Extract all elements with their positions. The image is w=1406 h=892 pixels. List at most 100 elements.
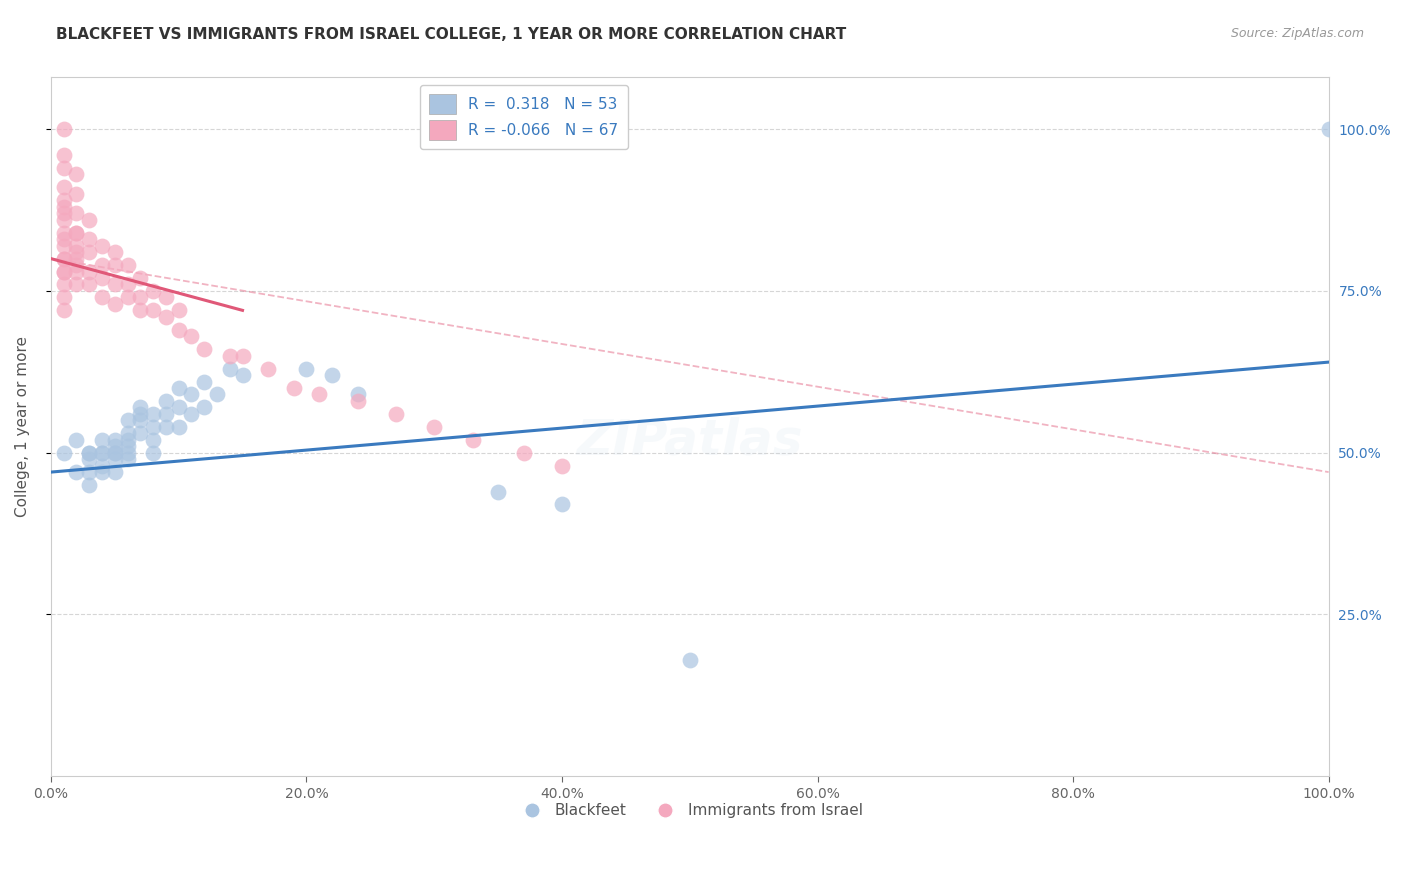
Point bbox=[155, 290, 177, 304]
Point bbox=[52, 238, 75, 252]
Point bbox=[295, 361, 318, 376]
Point bbox=[77, 478, 100, 492]
Point bbox=[129, 407, 152, 421]
Point bbox=[52, 264, 75, 278]
Point bbox=[205, 387, 228, 401]
Point bbox=[91, 465, 114, 479]
Point bbox=[52, 226, 75, 240]
Point bbox=[117, 439, 139, 453]
Point bbox=[65, 226, 87, 240]
Point bbox=[65, 206, 87, 220]
Point bbox=[193, 375, 215, 389]
Point bbox=[52, 290, 75, 304]
Point bbox=[52, 180, 75, 194]
Point bbox=[486, 484, 509, 499]
Point bbox=[52, 277, 75, 292]
Point bbox=[104, 445, 127, 459]
Point bbox=[104, 258, 127, 272]
Point bbox=[129, 290, 152, 304]
Point bbox=[180, 387, 202, 401]
Legend: Blackfeet, Immigrants from Israel: Blackfeet, Immigrants from Israel bbox=[510, 797, 869, 824]
Point bbox=[65, 245, 87, 260]
Point bbox=[180, 407, 202, 421]
Point bbox=[512, 445, 534, 459]
Point bbox=[77, 452, 100, 467]
Point bbox=[231, 349, 253, 363]
Point bbox=[129, 426, 152, 441]
Point bbox=[257, 361, 280, 376]
Point bbox=[65, 168, 87, 182]
Point bbox=[155, 407, 177, 421]
Point bbox=[52, 232, 75, 246]
Point bbox=[346, 387, 368, 401]
Point bbox=[142, 407, 165, 421]
Point bbox=[129, 413, 152, 427]
Point bbox=[91, 271, 114, 285]
Point bbox=[65, 252, 87, 266]
Point bbox=[91, 258, 114, 272]
Point bbox=[321, 368, 343, 382]
Point bbox=[104, 297, 127, 311]
Point bbox=[117, 258, 139, 272]
Point bbox=[129, 271, 152, 285]
Text: BLACKFEET VS IMMIGRANTS FROM ISRAEL COLLEGE, 1 YEAR OR MORE CORRELATION CHART: BLACKFEET VS IMMIGRANTS FROM ISRAEL COLL… bbox=[56, 27, 846, 42]
Point bbox=[91, 458, 114, 473]
Point bbox=[167, 303, 190, 318]
Point bbox=[551, 458, 574, 473]
Point bbox=[423, 419, 446, 434]
Point bbox=[117, 426, 139, 441]
Point bbox=[65, 277, 87, 292]
Point bbox=[155, 393, 177, 408]
Point bbox=[218, 349, 240, 363]
Point bbox=[551, 498, 574, 512]
Point bbox=[52, 200, 75, 214]
Point bbox=[308, 387, 330, 401]
Point bbox=[52, 264, 75, 278]
Point bbox=[193, 342, 215, 356]
Point bbox=[117, 445, 139, 459]
Point bbox=[104, 452, 127, 467]
Point bbox=[52, 194, 75, 208]
Point bbox=[461, 433, 484, 447]
Point bbox=[65, 186, 87, 201]
Point bbox=[52, 161, 75, 175]
Point bbox=[231, 368, 253, 382]
Point bbox=[385, 407, 408, 421]
Point bbox=[104, 433, 127, 447]
Point bbox=[117, 433, 139, 447]
Point bbox=[52, 212, 75, 227]
Point bbox=[167, 323, 190, 337]
Point bbox=[52, 303, 75, 318]
Point bbox=[77, 445, 100, 459]
Point bbox=[77, 245, 100, 260]
Point bbox=[91, 290, 114, 304]
Point bbox=[91, 445, 114, 459]
Point bbox=[77, 445, 100, 459]
Point bbox=[142, 433, 165, 447]
Point bbox=[91, 238, 114, 252]
Point bbox=[117, 277, 139, 292]
Point bbox=[167, 401, 190, 415]
Point bbox=[52, 252, 75, 266]
Point bbox=[77, 264, 100, 278]
Point bbox=[283, 381, 305, 395]
Point bbox=[65, 465, 87, 479]
Point bbox=[77, 212, 100, 227]
Point bbox=[167, 381, 190, 395]
Point bbox=[117, 452, 139, 467]
Point bbox=[679, 653, 702, 667]
Point bbox=[142, 284, 165, 298]
Point bbox=[65, 258, 87, 272]
Text: Source: ZipAtlas.com: Source: ZipAtlas.com bbox=[1230, 27, 1364, 40]
Point bbox=[117, 290, 139, 304]
Point bbox=[180, 329, 202, 343]
Point bbox=[129, 401, 152, 415]
Point bbox=[193, 401, 215, 415]
Point bbox=[117, 413, 139, 427]
Point bbox=[142, 419, 165, 434]
Point bbox=[104, 465, 127, 479]
Point bbox=[52, 252, 75, 266]
Point bbox=[65, 264, 87, 278]
Point bbox=[142, 445, 165, 459]
Y-axis label: College, 1 year or more: College, 1 year or more bbox=[15, 336, 30, 517]
